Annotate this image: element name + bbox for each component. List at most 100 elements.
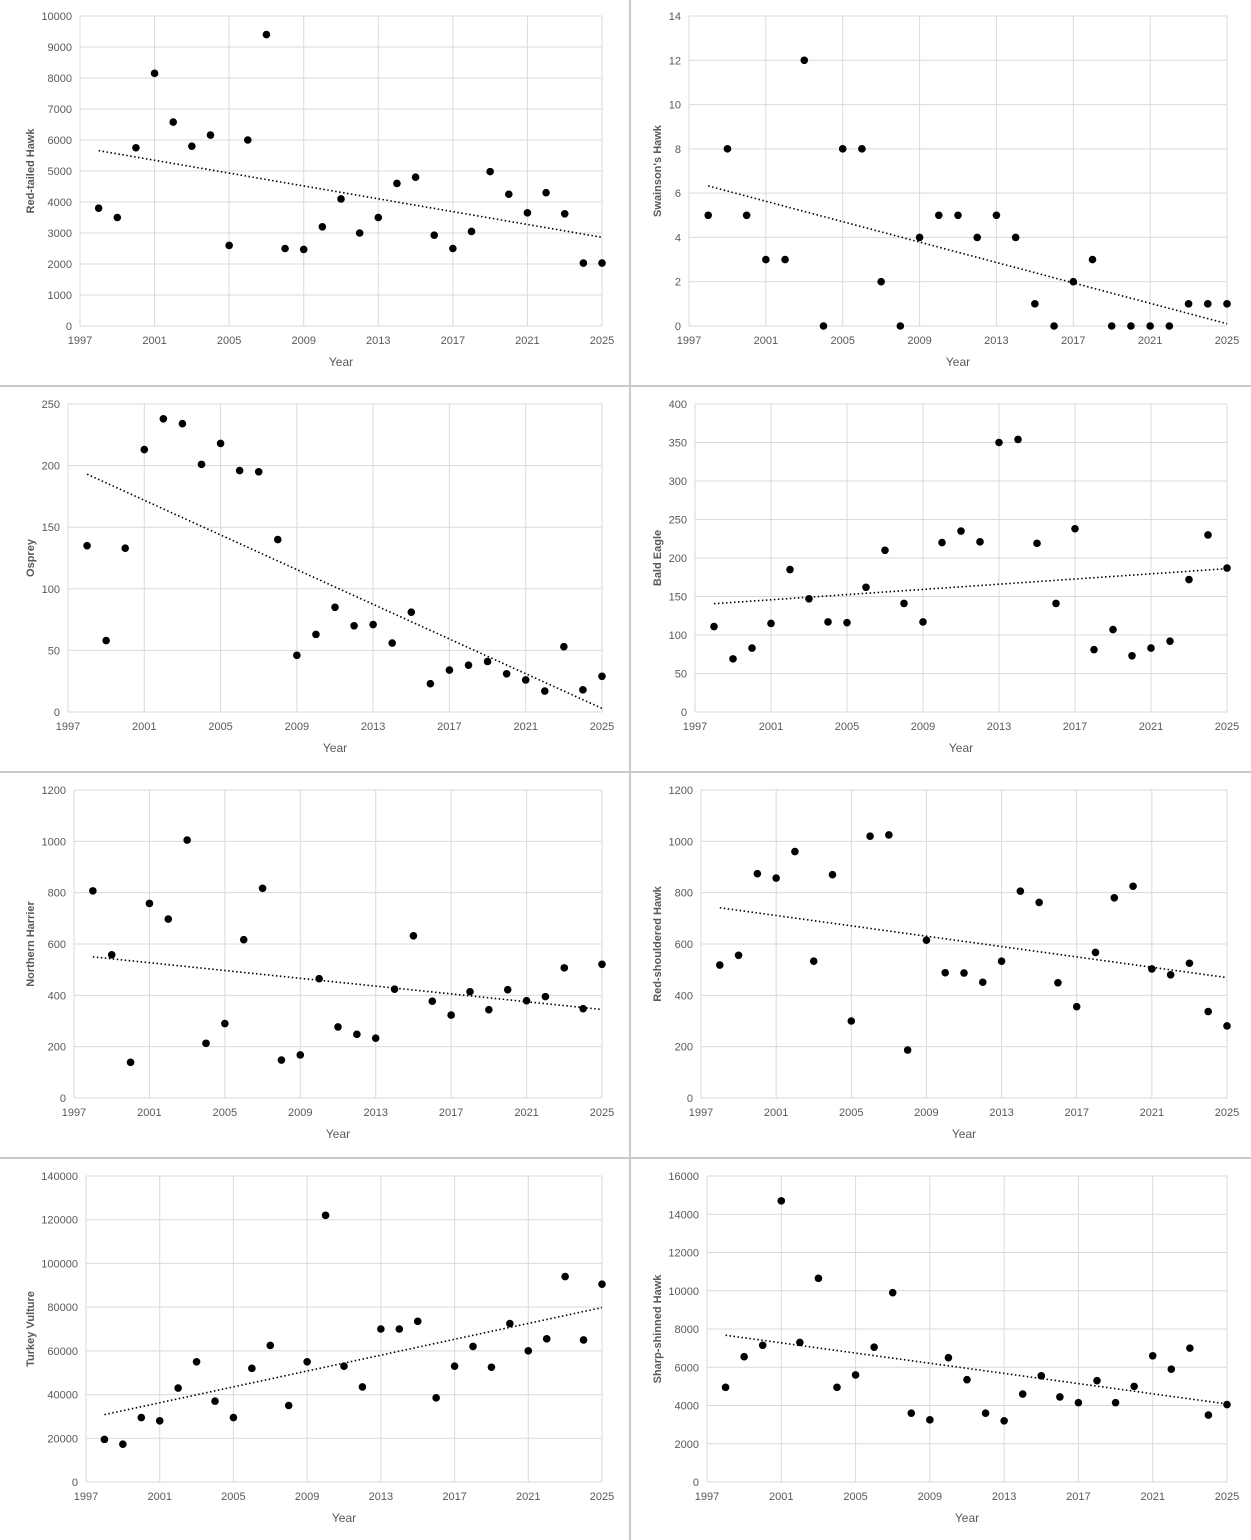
data-point <box>762 255 770 264</box>
y-tick-label: 8000 <box>48 73 72 85</box>
data-point <box>221 1019 229 1028</box>
data-point <box>388 639 397 647</box>
data-point <box>192 1357 201 1366</box>
y-tick-label: 60000 <box>47 1346 78 1358</box>
data-point <box>331 603 339 612</box>
data-point <box>870 1343 878 1351</box>
plot-svg: 0 1000 2000 3000 4000 5000 6000 7000 8000 9000 100… <box>25 11 614 369</box>
x-tick-label: 2025 <box>1215 721 1239 733</box>
x-tick-label: 2025 <box>590 1491 614 1503</box>
data-point <box>262 30 271 39</box>
data-point <box>266 1341 275 1350</box>
y-tick-label: 0 <box>54 707 60 719</box>
data-point <box>1165 322 1174 330</box>
y-axis-title: Sharp-shinned Hawk <box>652 1274 664 1384</box>
data-point <box>1128 651 1136 660</box>
y-tick-label: 8000 <box>675 1324 699 1336</box>
data-point <box>1204 1411 1213 1419</box>
x-tick-label: 2005 <box>208 721 232 733</box>
y-tick-label: 350 <box>669 438 687 450</box>
data-point <box>445 666 454 674</box>
data-point <box>188 142 196 150</box>
x-tick-label: 1997 <box>68 335 92 347</box>
data-point <box>235 466 244 475</box>
x-tick-label: 2025 <box>1215 1491 1239 1503</box>
y-tick-label: 6 <box>675 188 681 200</box>
data-point <box>1074 1398 1083 1407</box>
data-point <box>174 1384 182 1392</box>
x-tick-label: 2021 <box>513 721 537 733</box>
y-tick-label: 200 <box>669 553 687 565</box>
x-tick-label: 1997 <box>74 1491 98 1503</box>
x-tick-label: 2021 <box>1138 335 1162 347</box>
data-point <box>277 1056 286 1064</box>
x-tick-label: 2009 <box>288 1107 312 1119</box>
x-tick-label: 1997 <box>62 1107 86 1119</box>
trendline <box>98 149 603 239</box>
y-axis-title: Northern Harrier <box>25 900 37 986</box>
data-point <box>598 1280 606 1288</box>
x-tick-label: 2005 <box>213 1107 237 1119</box>
x-tick-label: 2017 <box>1064 1107 1088 1119</box>
data-point <box>915 233 924 242</box>
x-tick-label: 2025 <box>1215 1107 1239 1119</box>
y-tick-label: 50 <box>48 645 60 657</box>
x-tick-label: 2017 <box>437 721 461 733</box>
data-point <box>140 445 149 454</box>
data-point <box>976 538 984 546</box>
trendline <box>104 1306 603 1416</box>
x-tick-label: 2013 <box>992 1491 1016 1503</box>
y-tick-label: 2 <box>675 277 681 289</box>
y-axis-title: Swainson's Hawk <box>652 124 664 217</box>
y-tick-label: 5000 <box>48 166 72 178</box>
x-tick-label: 2001 <box>754 335 778 347</box>
data-point <box>710 622 718 631</box>
x-tick-label: 2025 <box>1215 335 1239 347</box>
x-tick-label: 2017 <box>1061 335 1085 347</box>
horizontal-divider-2 <box>0 771 1251 773</box>
trendline <box>92 956 603 1011</box>
data-point <box>814 1274 823 1283</box>
x-tick-label: 2021 <box>1140 1107 1164 1119</box>
x-tick-label: 2021 <box>1140 1491 1164 1503</box>
data-point <box>119 1440 127 1448</box>
y-tick-label: 10000 <box>668 1286 699 1298</box>
data-point <box>843 618 851 627</box>
y-tick-label: 100 <box>669 630 687 642</box>
data-point <box>145 899 154 908</box>
y-tick-label: 200 <box>675 1042 693 1054</box>
data-point <box>542 1335 551 1343</box>
vertical-divider <box>629 0 631 1540</box>
x-tick-label: 2001 <box>147 1491 171 1503</box>
data-point <box>409 931 418 940</box>
x-tick-label: 2013 <box>987 721 1011 733</box>
data-point <box>896 322 905 330</box>
x-tick-label: 2005 <box>221 1491 245 1503</box>
data-point <box>483 657 492 666</box>
data-point <box>1107 322 1116 330</box>
x-tick-label: 2001 <box>759 721 783 733</box>
data-point <box>281 244 289 253</box>
y-tick-label: 20000 <box>47 1433 78 1445</box>
y-tick-label: 50 <box>675 669 687 681</box>
data-point <box>877 277 885 286</box>
y-tick-label: 6000 <box>675 1362 699 1374</box>
y-tick-label: 1000 <box>669 836 693 848</box>
data-point <box>888 1288 897 1297</box>
data-point <box>579 1336 588 1344</box>
data-point <box>740 1352 748 1361</box>
data-point <box>561 1272 569 1281</box>
trendline <box>719 906 1228 979</box>
data-point <box>216 439 225 448</box>
data-point <box>413 1317 422 1326</box>
x-tick-label: 2013 <box>366 335 390 347</box>
data-point <box>1033 539 1041 548</box>
data-point <box>312 630 320 639</box>
data-point <box>113 213 122 222</box>
data-point <box>1014 435 1022 444</box>
y-tick-label: 1000 <box>48 290 72 302</box>
x-tick-label: 2013 <box>989 1107 1013 1119</box>
x-axis-title: Year <box>955 1511 979 1525</box>
data-point <box>395 1325 404 1333</box>
data-point <box>992 211 1001 220</box>
